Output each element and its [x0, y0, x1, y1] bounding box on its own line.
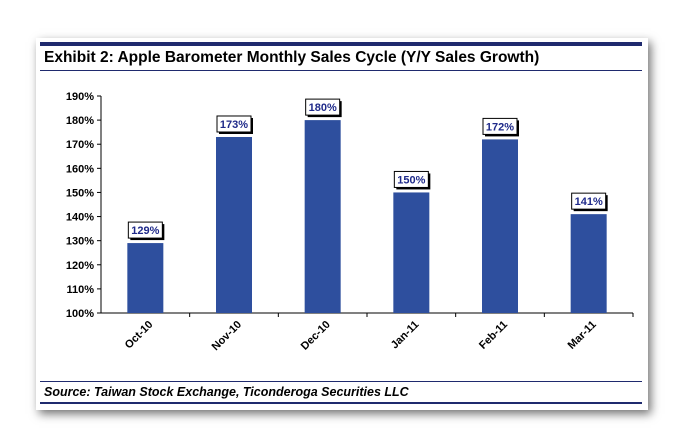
data-label-text: 180% [309, 102, 337, 114]
y-tick-label: 110% [66, 284, 94, 296]
x-tick-label: Nov-10 [210, 319, 244, 353]
x-tick-labels: Oct-10 Nov-10 Dec-10 Jan-11 Feb-11 Mar-11 [123, 313, 634, 353]
data-labels: 129% 173% 180% 150% 172% 141% [127, 98, 608, 241]
data-label-text: 150% [397, 174, 425, 186]
exhibit-title: Exhibit 2: Apple Barometer Monthly Sales… [44, 49, 540, 66]
exhibit-card: Exhibit 2: Apple Barometer Monthly Sales… [36, 38, 648, 410]
x-tick-label: Feb-11 [477, 319, 510, 352]
data-label: 173% [216, 115, 253, 134]
y-tick-label: 150% [66, 187, 94, 199]
data-label-text: 129% [131, 225, 159, 237]
title-top-rule [40, 42, 642, 46]
data-label-text: 141% [575, 196, 603, 208]
bar-chart: 100% 110% 120% 130% 140% 150% 160% 170% 180% 190%… [66, 91, 634, 353]
y-tick-label: 130% [66, 236, 94, 248]
y-tick-label: 100% [66, 308, 94, 320]
y-tick-label: 160% [66, 163, 94, 175]
bars [127, 120, 607, 313]
x-tick-label: Jan-11 [389, 319, 422, 352]
data-label: 180% [305, 98, 342, 118]
data-label: 172% [482, 117, 519, 137]
bar [127, 243, 164, 313]
bar [216, 136, 252, 313]
y-tick-label: 170% [66, 139, 94, 151]
y-tick-label: 190% [66, 91, 94, 103]
bar [570, 214, 607, 313]
y-tick-label: 120% [66, 260, 94, 272]
data-label-box [482, 117, 518, 135]
y-ticks: 100% 110% 120% 130% 140% 150% 160% 170% 180% 190% [66, 91, 101, 320]
y-tick-label: 180% [66, 115, 94, 127]
y-tick-label: 140% [66, 212, 94, 224]
x-tick-label: Mar-11 [566, 319, 599, 352]
data-label-box [216, 115, 252, 133]
data-label-text: 173% [220, 119, 248, 131]
x-tick-label: Dec-10 [299, 319, 333, 353]
data-label-text: 172% [486, 121, 514, 133]
source-bottom-rule [40, 402, 642, 404]
title-bottom-rule [40, 70, 642, 71]
data-label-box [393, 170, 429, 188]
bar [304, 120, 341, 313]
data-label: 129% [127, 221, 165, 241]
data-label-box [305, 98, 341, 116]
chart-axes [100, 96, 633, 314]
data-label-box [127, 221, 163, 239]
bar [393, 192, 430, 313]
source-note: Source: Taiwan Stock Exchange, Ticondero… [44, 385, 409, 399]
bar [482, 139, 518, 313]
data-label-box [571, 192, 607, 210]
data-label: 141% [571, 192, 608, 212]
x-tick-label: Oct-10 [123, 319, 156, 352]
data-label: 150% [393, 170, 431, 190]
source-top-rule [40, 381, 642, 382]
